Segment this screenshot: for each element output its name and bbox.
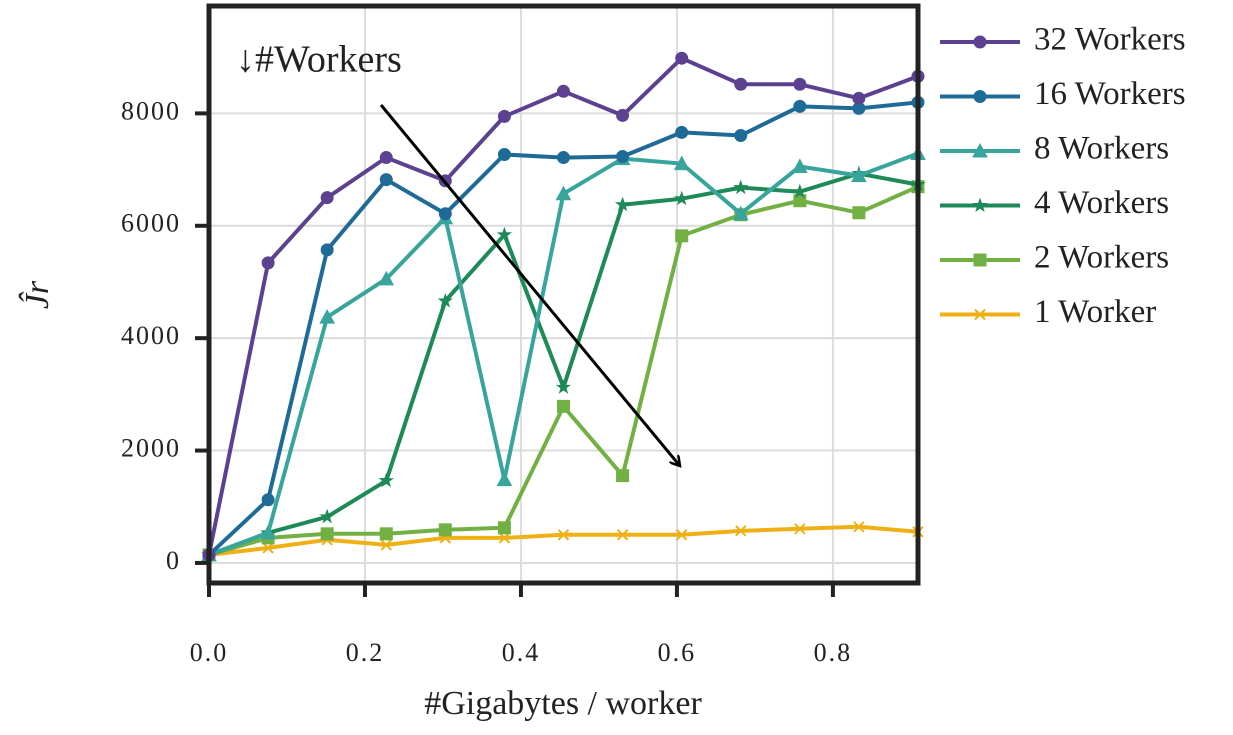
marker [674,190,690,206]
marker [675,51,689,65]
marker [557,529,570,541]
marker [556,399,570,413]
marker [379,527,393,541]
marker [262,542,274,554]
series-line [208,184,919,557]
legend-label: 4 Workers [1034,185,1169,221]
marker [319,309,335,324]
x-tick-label: 0.4 [502,638,541,667]
marker [673,155,690,171]
series [202,51,925,562]
marker [853,521,865,533]
marker [616,108,630,122]
marker [792,183,808,199]
legend-label: 1 Worker [1034,294,1156,330]
legend-label: 8 Workers [1034,131,1169,167]
marker [378,270,395,286]
marker [733,179,749,195]
marker [260,524,276,540]
marker [379,173,393,187]
marker [974,308,986,321]
marker [319,508,335,524]
x-tick-label: 0.6 [658,638,697,667]
marker [734,128,748,142]
marker [851,167,867,183]
marker [261,493,275,507]
marker [378,472,394,488]
marker [320,243,334,257]
marker [973,35,987,49]
x-axis-label: #Gigabytes / worker [424,685,702,722]
series [203,521,924,561]
series [202,95,925,562]
y-axis-label: Ĵr [18,280,56,309]
marker [732,205,749,221]
y-tick-label: 2000 [121,434,181,463]
marker [380,539,392,551]
marker [616,469,630,483]
marker [320,191,334,205]
marker [437,292,453,308]
marker [379,151,393,165]
marker [556,84,570,98]
x-tick-label: 0.2 [346,638,385,667]
marker [498,532,511,544]
x-tick-label: 0.8 [814,638,853,667]
y-tick-label: 6000 [121,209,181,238]
marker [675,529,688,541]
marker [972,197,988,213]
legend: 32 Workers 16 Workers 8 Workers 4 Workers 2 … [940,22,1186,330]
marker [616,529,629,541]
marker [496,471,513,487]
grid [208,6,918,583]
marker [972,142,988,158]
annotation-arrow [379,104,680,466]
marker [496,226,513,242]
y-tick-label: 4000 [121,321,181,350]
marker [852,206,866,220]
marker [497,109,511,123]
marker [497,521,511,535]
marker [497,148,511,162]
series-line [208,524,919,557]
marker [734,77,748,91]
x-tick-label: 0.0 [190,638,229,667]
y-tick-label: 8000 [121,96,181,125]
legend-label: 2 Workers [1034,240,1169,276]
plot-frame [206,3,921,586]
marker [973,90,987,103]
marker [320,527,334,541]
series-layer [201,51,926,562]
legend-label: 32 Workers [1034,22,1186,58]
marker [794,523,806,535]
marker [852,91,866,105]
marker [614,196,631,212]
marker [973,253,987,267]
marker [735,525,747,537]
marker [616,150,630,164]
marker [793,77,807,91]
marker [675,125,689,139]
series [201,145,926,562]
marker [261,256,275,270]
marker [438,207,452,221]
marker [556,151,570,165]
y-tick-label: 0 [166,546,181,575]
marker [675,229,689,243]
marker [793,99,807,113]
marker [555,185,572,201]
marker [438,523,452,537]
annotation: ↓#Workers [236,39,402,81]
legend-label: 16 Workers [1034,76,1186,112]
marker [555,379,572,394]
marker [792,158,808,174]
